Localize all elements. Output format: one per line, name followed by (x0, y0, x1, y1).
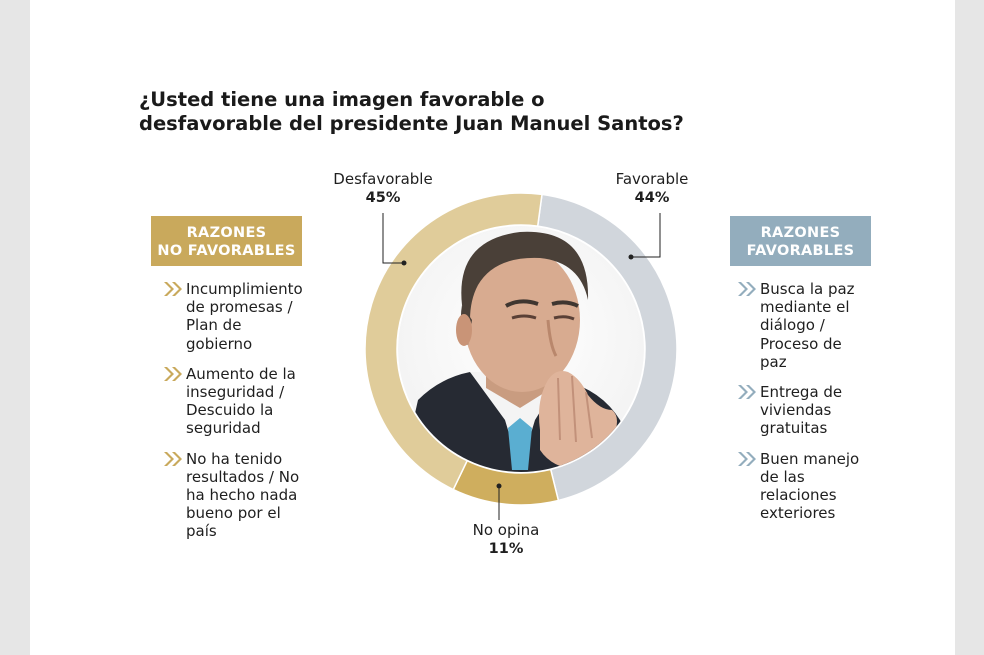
positive-heading-line2: FAVORABLES (746, 243, 855, 259)
list-item: Incumplimiento de promesas / Plan de gob… (163, 280, 323, 353)
negative-reasons-heading: RAZONES NO FAVORABLES (151, 216, 302, 266)
list-item: No ha tenido resultados / No ha hecho na… (163, 450, 323, 541)
double-chevron-right-icon (738, 451, 756, 466)
double-chevron-right-icon (164, 451, 182, 466)
negative-reason-text: No ha tenido resultados / No ha hecho na… (186, 449, 300, 541)
positive-reasons-heading: RAZONES FAVORABLES (730, 216, 871, 266)
negative-heading-line1: RAZONES (186, 225, 267, 241)
positive-reason-text: Busca la paz mediante el diálogo / Proce… (760, 280, 855, 371)
negative-reasons-list: Incumplimiento de promesas / Plan de gob… (163, 280, 323, 553)
positive-reason-text: Buen manejo de las relaciones exteriores (760, 449, 860, 523)
positive-reason-text: Entrega de viviendas gratuitas (760, 383, 843, 438)
double-chevron-right-icon (164, 282, 182, 296)
double-chevron-right-icon (738, 282, 756, 296)
negative-heading-line2: NO FAVORABLES (157, 243, 296, 259)
list-item: Entrega de viviendas gratuitas (737, 383, 877, 438)
negative-reason-text: Incumplimiento de promesas / Plan de gob… (186, 280, 303, 353)
list-item: Aumento de la inseguridad / Descuido la … (163, 365, 323, 438)
positive-heading-line1: RAZONES (760, 225, 841, 241)
chart-title: ¿Usted tiene una imagen favorable o desf… (139, 88, 684, 135)
list-item: Buen manejo de las relaciones exteriores (737, 450, 877, 523)
double-chevron-right-icon (164, 366, 182, 381)
negative-reason-text: Aumento de la inseguridad / Descuido la … (186, 364, 296, 438)
positive-reasons-list: Busca la paz mediante el diálogo / Proce… (737, 280, 877, 534)
double-chevron-right-icon (738, 385, 756, 400)
list-item: Busca la paz mediante el diálogo / Proce… (737, 280, 877, 371)
